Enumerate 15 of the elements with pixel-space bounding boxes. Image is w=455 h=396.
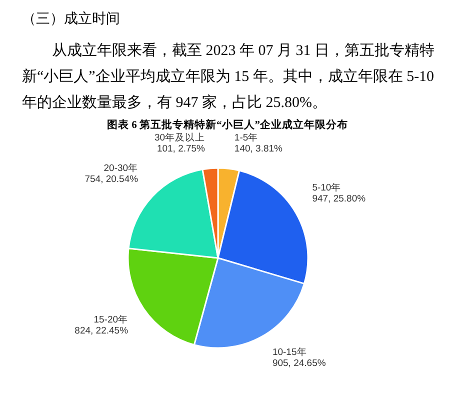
slice-label: 15-20年 <box>94 314 128 326</box>
slice-label: 5-10年 <box>312 181 342 194</box>
slice-label: 30年及以上 <box>154 131 206 144</box>
data-label: 947, 25.80% <box>312 193 366 204</box>
text: （三）成立时间 <box>22 10 120 28</box>
chart-title: 图表 6 第五批专精特新“小巨人”企业成立年限分布 <box>106 118 349 132</box>
text: 从成立年限来看，截至 2023 年 07 月 31 日，第五批专精特新“小巨人”企业平均成立年限为 15 年。其中，成立年限在 5-10 年的企业数量最多，有 947 家，占比 25.80%。 <box>22 41 436 113</box>
data-label: 101, 2.75% <box>156 143 206 154</box>
data-label: 754, 20.54% <box>84 174 139 185</box>
data-label: 824, 22.45% <box>74 326 129 337</box>
slice-label: 1-5年 <box>234 132 258 144</box>
slice-label: 20-30年 <box>104 162 138 174</box>
data-label: 140, 3.81% <box>234 144 284 155</box>
slice-label: 10-15年 <box>272 346 307 358</box>
data-label: 905, 24.65% <box>272 358 326 369</box>
